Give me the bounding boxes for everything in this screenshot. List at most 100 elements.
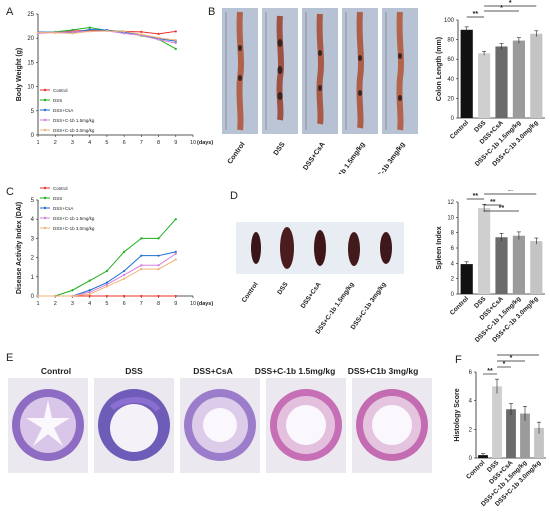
dai-point: [88, 289, 91, 292]
weight-point: [71, 32, 74, 35]
weight-legend-marker: [43, 128, 47, 132]
spleen-category-label: DSS: [473, 295, 488, 310]
histology-y-label: Histology Score: [454, 388, 461, 441]
weight-point: [71, 28, 74, 32]
weight-x-label: (days): [197, 140, 213, 146]
dai-x-tick-label: 4: [88, 301, 91, 307]
dai-x-tick-label: 9: [174, 301, 177, 307]
weight-legend-marker: [43, 108, 47, 112]
dai-legend-marker: [43, 206, 47, 210]
spleen-bar: [530, 241, 543, 294]
colon-y-tick-label: 40: [447, 77, 454, 83]
dai-y-label: Disease Activity Index (DAI): [16, 202, 23, 294]
weight-x-tick-label: 4: [88, 140, 91, 146]
spleen-y-tick-label: 2: [451, 277, 455, 283]
weight-y-tick-label: 15: [27, 60, 34, 66]
spleen-y-tick-label: 10: [447, 215, 454, 221]
histology-label-control: Control: [40, 366, 72, 376]
colon-y-tick-label: 20: [447, 96, 454, 102]
dai-point: [105, 285, 108, 288]
dai-y-tick-label: 0: [31, 294, 35, 300]
panel-letter-a: A: [6, 6, 14, 18]
dai-point: [71, 289, 74, 292]
weight-y-tick-label: 10: [27, 85, 34, 91]
panel-letter-b: B: [208, 6, 216, 18]
weight-x-tick-label: 8: [157, 140, 160, 146]
histology-section-c1b-low: [266, 378, 346, 473]
colon-category-label: Control: [449, 119, 470, 140]
histology-section-csa: [180, 378, 260, 473]
histology-y-tick-label: 0: [469, 456, 473, 462]
dai-point: [174, 294, 177, 298]
dai-legend-marker: [43, 196, 47, 200]
dai-x-tick-label: 7: [140, 301, 143, 307]
weight-point: [140, 33, 143, 36]
panel-letter-e: E: [6, 352, 14, 364]
histology-y-tick-label: 2: [469, 427, 473, 433]
colon-y-tick-label: 100: [444, 18, 455, 24]
dai-point: [140, 268, 143, 271]
dai-legend-marker: [43, 186, 47, 190]
spleen-label-control: Control: [241, 281, 260, 304]
histology-section-dss: [94, 378, 174, 473]
weight-point: [88, 28, 91, 31]
weight-legend-marker: [43, 88, 47, 92]
dai-y-tick-label: 1: [31, 275, 35, 281]
colon-photos: [222, 8, 420, 134]
spleen-label-csa: DSS+CsA: [300, 281, 323, 310]
colon-label-dss: DSS: [273, 141, 287, 157]
colon-label-c1b-low: DSS+C-1b 1.5mg/kg: [323, 141, 367, 174]
colon-category-label: DSS: [473, 119, 488, 134]
colon-y-tick-label: 60: [447, 57, 454, 63]
histology-significance-label: **: [487, 368, 493, 375]
dai-point: [157, 264, 160, 267]
spleen-y-tick-label: 0: [451, 292, 455, 298]
spleen-category-label: Control: [449, 295, 470, 316]
dai-legend-marker: [43, 226, 47, 230]
dai-x-tick-label: 1: [36, 301, 39, 307]
histology-section-c1b-high: [352, 378, 432, 473]
histology-label-c1b-high: DSS+C1b 3mg/kg: [347, 366, 419, 376]
weight-point: [36, 31, 40, 34]
dai-point: [88, 292, 91, 296]
colon-significance-label: **: [473, 11, 479, 18]
spleen-significance-label: **: [490, 199, 496, 206]
histology-panel: Control DSS DSS+CsA DSS+C-1b 1.5mg/kg DS…: [8, 362, 448, 473]
dai-point: [174, 218, 177, 221]
dai-point: [105, 281, 108, 284]
panel-letter-d: D: [230, 190, 238, 202]
dai-point: [140, 254, 143, 257]
spleen-y-tick-label: 8: [451, 231, 455, 237]
dai-y-tick-label: 5: [31, 198, 35, 204]
colon-significance-label: *: [509, 0, 512, 7]
dai-point: [105, 294, 108, 298]
dai-point: [105, 269, 108, 273]
dai-point: [157, 254, 160, 257]
spleen-tissue-drawing: [251, 227, 392, 269]
weight-y-tick-label: 0: [31, 133, 35, 139]
weight-legend-label: DSS+C-1b 3.0mg/kg: [53, 128, 95, 133]
dai-point: [88, 279, 91, 282]
dai-point: [71, 294, 74, 298]
spleen-y-tick-label: 6: [451, 246, 455, 252]
weight-point: [123, 32, 126, 35]
colon-bar: [530, 33, 543, 118]
spleen-y-tick-label: 12: [447, 200, 454, 206]
weight-point: [123, 30, 126, 33]
dai-point: [123, 273, 126, 276]
dai-legend-label: DSS+CsA: [53, 206, 73, 211]
weight-point: [174, 47, 177, 50]
weight-x-tick-label: 10: [190, 140, 196, 146]
panel-letter-f: F: [455, 354, 462, 366]
spleen-label-dss: DSS: [276, 281, 290, 297]
weight-y-tick-label: 5: [31, 109, 35, 115]
dai-legend-label: DSS: [53, 196, 62, 201]
weight-legend-label: DSS: [53, 98, 62, 103]
dai-series-line: [38, 251, 176, 297]
dai-point: [157, 268, 160, 271]
weight-legend-marker: [43, 118, 47, 122]
colon-bar: [512, 40, 525, 118]
weight-x-tick-label: 6: [123, 140, 126, 146]
